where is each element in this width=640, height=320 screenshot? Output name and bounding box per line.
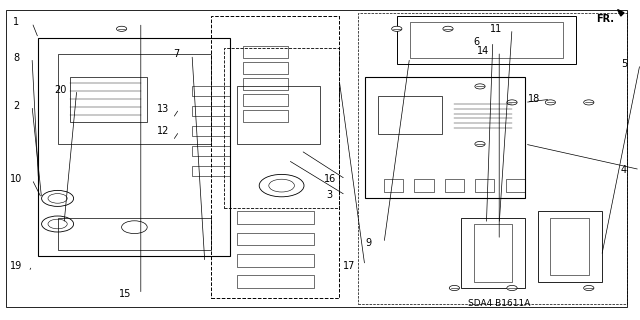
Text: 16: 16 <box>323 174 336 184</box>
Circle shape <box>507 285 517 291</box>
Bar <box>58 218 211 250</box>
Bar <box>358 13 627 304</box>
Text: 14: 14 <box>477 46 490 56</box>
Bar <box>237 86 320 144</box>
Bar <box>38 38 230 256</box>
Circle shape <box>443 26 453 31</box>
Bar <box>192 147 230 156</box>
Text: 20: 20 <box>54 84 67 95</box>
Circle shape <box>475 141 485 147</box>
Text: 3: 3 <box>326 190 333 200</box>
Text: 15: 15 <box>118 289 131 300</box>
Bar <box>410 22 563 58</box>
Bar <box>237 275 314 288</box>
Bar <box>224 48 339 208</box>
Text: 1: 1 <box>13 17 19 28</box>
Bar <box>243 110 288 122</box>
Text: 4: 4 <box>621 164 627 175</box>
Text: 6: 6 <box>474 36 480 47</box>
Text: 9: 9 <box>365 238 371 248</box>
Text: 12: 12 <box>157 126 170 136</box>
Circle shape <box>584 285 594 291</box>
Circle shape <box>507 100 517 105</box>
Bar <box>70 77 147 122</box>
Text: 17: 17 <box>342 260 355 271</box>
Bar <box>384 179 403 192</box>
Text: 2: 2 <box>13 100 19 111</box>
Circle shape <box>449 285 460 291</box>
Text: 13: 13 <box>157 104 170 114</box>
Bar <box>192 166 230 176</box>
Bar <box>243 94 288 106</box>
Bar <box>445 179 464 192</box>
Bar <box>243 62 288 74</box>
Bar <box>550 218 589 275</box>
Bar <box>397 16 576 64</box>
Text: 5: 5 <box>621 59 627 69</box>
Bar <box>243 46 288 58</box>
Bar <box>461 218 525 288</box>
Text: 10: 10 <box>10 174 22 184</box>
Bar <box>237 233 314 245</box>
Text: 19: 19 <box>10 260 22 271</box>
Bar <box>58 54 211 144</box>
Text: 8: 8 <box>13 52 19 63</box>
Bar <box>237 211 314 224</box>
Text: SDA4 B1611A: SDA4 B1611A <box>468 300 531 308</box>
Bar <box>506 179 525 192</box>
Circle shape <box>116 26 127 31</box>
Text: 7: 7 <box>173 49 179 60</box>
Bar <box>192 126 230 136</box>
Circle shape <box>545 100 556 105</box>
Circle shape <box>584 100 594 105</box>
Bar <box>192 86 230 96</box>
Circle shape <box>392 26 402 31</box>
Text: FR.: FR. <box>596 14 614 24</box>
Circle shape <box>475 84 485 89</box>
Bar <box>415 179 434 192</box>
Bar <box>378 96 442 134</box>
Polygon shape <box>618 10 624 16</box>
Bar <box>538 211 602 282</box>
Bar <box>476 179 495 192</box>
Bar <box>365 77 525 198</box>
Text: 11: 11 <box>490 24 502 34</box>
Bar <box>192 107 230 116</box>
Bar <box>474 224 512 282</box>
Text: 18: 18 <box>528 94 541 104</box>
Bar <box>211 16 339 298</box>
Bar <box>243 78 288 90</box>
Bar <box>237 254 314 267</box>
